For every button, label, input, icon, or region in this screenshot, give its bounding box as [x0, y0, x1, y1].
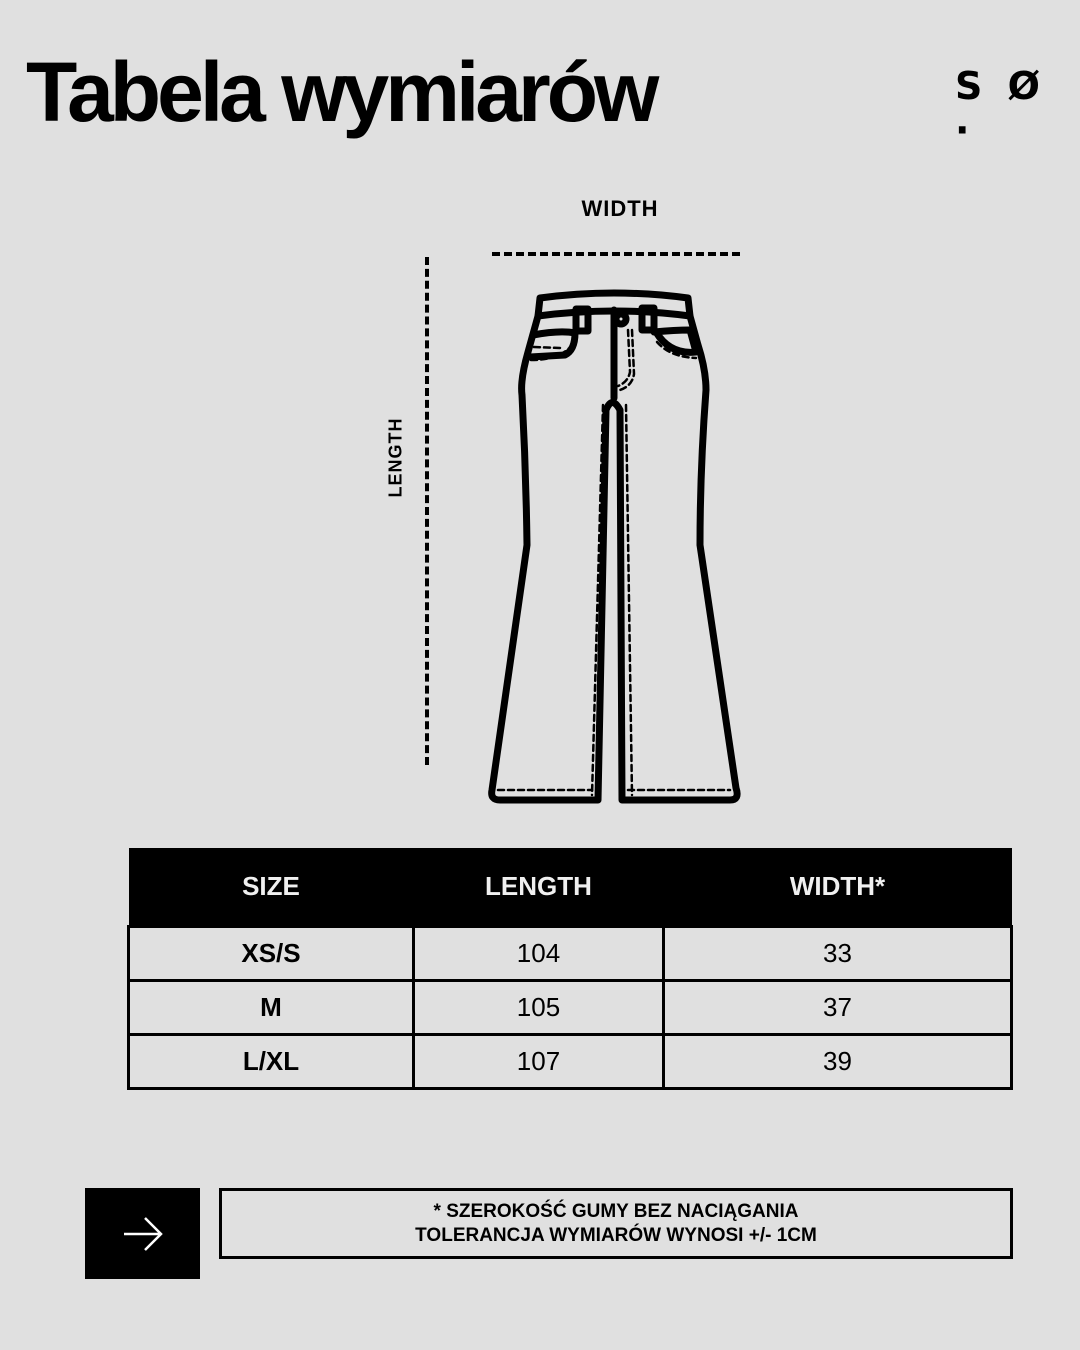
- cell-width: 33: [662, 925, 1013, 982]
- cell-width: 39: [662, 1033, 1013, 1090]
- table-row: M 105 37: [127, 979, 1013, 1036]
- cell-width: 37: [662, 979, 1013, 1036]
- width-label: WIDTH: [581, 196, 659, 221]
- length-dashed-line: [425, 257, 429, 765]
- cell-length: 104: [412, 925, 665, 982]
- flared-jeans-illustration: [488, 289, 741, 804]
- table-row: XS/S 104 33: [127, 925, 1013, 982]
- length-label: LENGTH: [385, 417, 406, 498]
- cell-size: M: [127, 979, 415, 1036]
- brand-logo: S Ø ·: [955, 64, 1046, 152]
- table-header-row: SIZE LENGTH WIDTH*: [128, 848, 1012, 927]
- size-table: SIZE LENGTH WIDTH* XS/S 104 33 M 105 37 …: [127, 848, 1013, 1090]
- cell-size: L/XL: [127, 1033, 415, 1090]
- cell-size: XS/S: [127, 925, 415, 982]
- measurement-note: * SZEROKOŚĆ GUMY BEZ NACIĄGANIA TOLERANC…: [219, 1188, 1013, 1259]
- note-line-1: * SZEROKOŚĆ GUMY BEZ NACIĄGANIA: [433, 1200, 799, 1222]
- column-header-length: LENGTH: [413, 848, 664, 927]
- next-button[interactable]: [85, 1188, 200, 1279]
- cell-length: 107: [412, 1033, 665, 1090]
- width-dashed-line: [492, 252, 740, 256]
- column-header-size: SIZE: [128, 848, 414, 927]
- table-row: L/XL 107 39: [127, 1033, 1013, 1090]
- column-header-width: WIDTH*: [663, 848, 1012, 927]
- page-title: Tabela wymiarów: [26, 45, 659, 139]
- cell-length: 105: [412, 979, 665, 1036]
- arrow-right-icon: [123, 1216, 163, 1251]
- note-line-2: TOLERANCJA WYMIARÓW WYNOSI +/- 1CM: [415, 1224, 817, 1246]
